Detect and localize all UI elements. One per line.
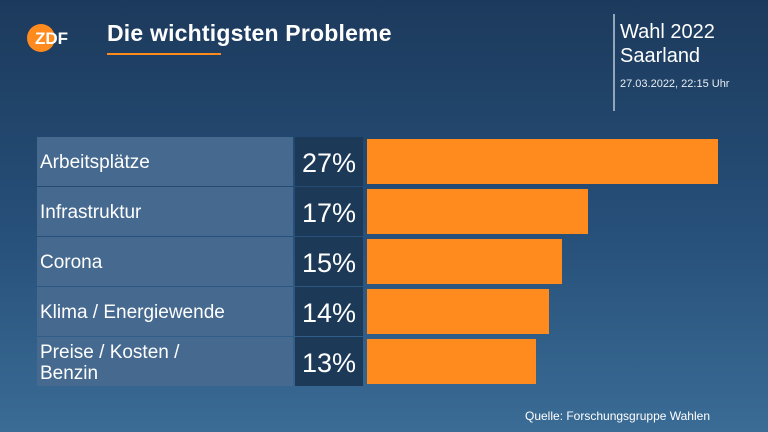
category-label-line: Infrastruktur [40,202,142,223]
category-label-bg [37,287,293,336]
category-label-line: Benzin [40,363,98,384]
value-label: 14% [302,298,356,328]
bar [367,339,536,384]
title-underline [107,53,221,55]
value-label-bg [295,137,363,186]
category-label-bg [37,337,293,386]
value-label: 13% [302,348,356,378]
bar [367,139,718,184]
category-label-bg [37,137,293,186]
page-title: Die wichtigsten Probleme [107,20,392,46]
category-label: Klima / Energiewende [40,302,225,323]
value-label-bg [295,187,363,236]
election-region: Saarland [620,45,701,67]
source-note: Quelle: Forschungsgruppe Wahlen [525,409,710,423]
category-label-line: Corona [40,252,103,273]
value-label-bg [295,237,363,286]
zdf-logo: ZDF [27,24,68,52]
value-label: 27% [302,148,356,178]
header-divider [613,14,615,111]
category-label-line: Klima / Energiewende [40,302,225,323]
value-label: 17% [302,198,356,228]
category-label-line: Preise / Kosten / [40,342,180,363]
value-label-bg [295,337,363,386]
category-label-bg [37,187,293,236]
category-label: Preise / Kosten / Benzin [40,342,180,384]
election-name: Wahl 2022 [620,21,715,43]
category-label-bg [37,237,293,286]
election-info: Wahl 2022 Saarland [620,20,715,68]
category-label-line: Arbeitsplätze [40,152,150,173]
category-label: Arbeitsplätze [40,152,150,173]
category-label: Infrastruktur [40,202,142,223]
bar [367,189,588,234]
category-label: Corona [40,252,103,273]
bar [367,289,549,334]
timestamp: 27.03.2022, 22:15 Uhr [620,78,730,90]
value-label: 15% [302,248,356,278]
bar [367,239,562,284]
logo-text: ZDF [35,29,68,48]
logo-circle [27,24,55,52]
value-label-bg [295,287,363,336]
